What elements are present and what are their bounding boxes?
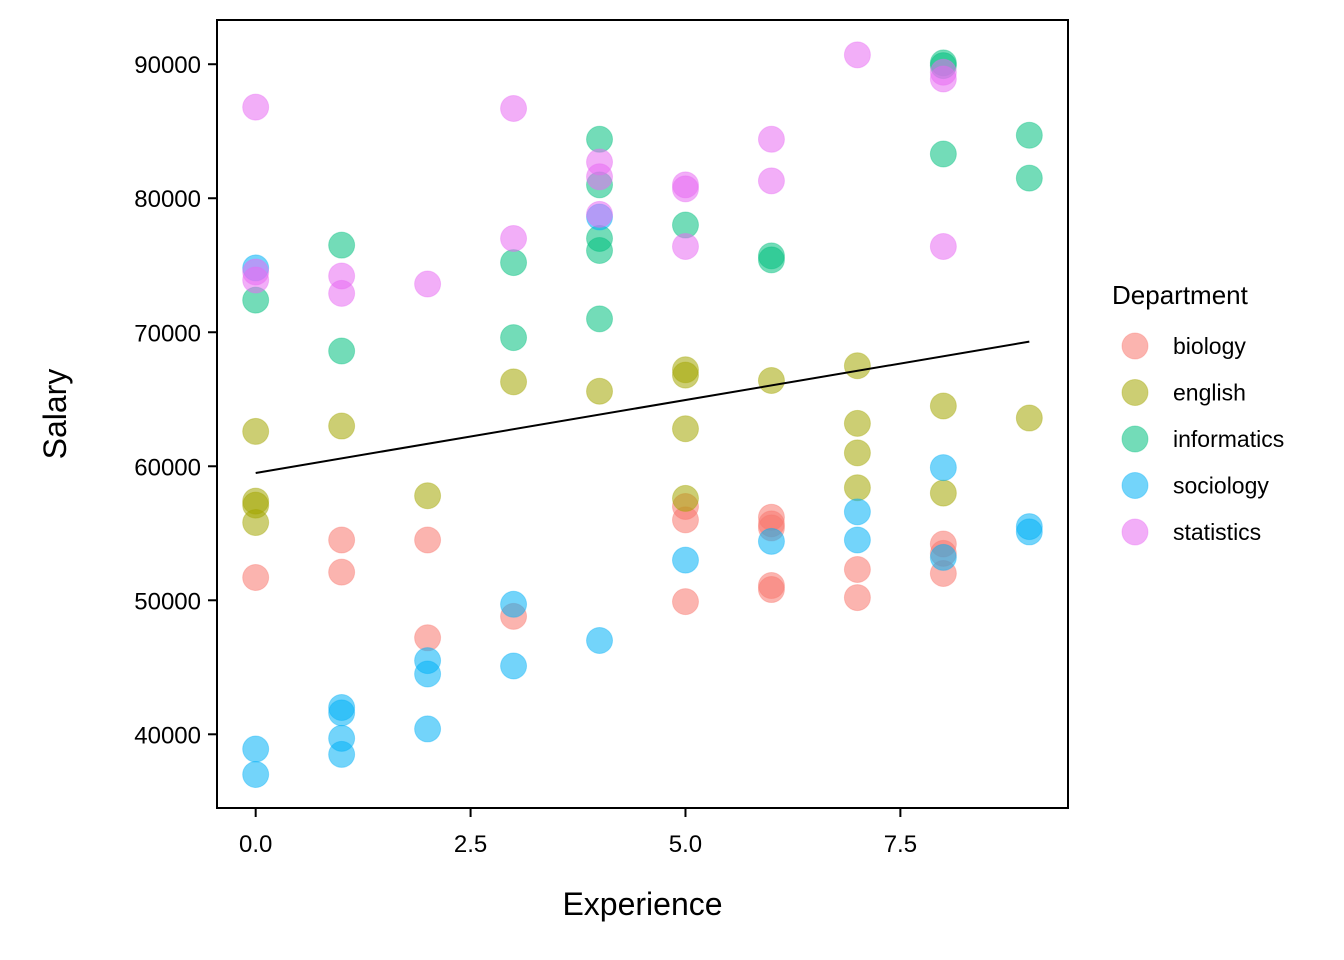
point-english-16 [843, 474, 871, 502]
point-statistics-16 [843, 41, 871, 69]
point-sociology-17 [843, 526, 871, 554]
point-biology-2 [328, 558, 356, 586]
point-english-5 [414, 482, 442, 510]
point-statistics-4 [328, 279, 356, 307]
y-axis: 40000 50000 60000 70000 80000 90000 [134, 52, 217, 749]
point-informatics-17 [1015, 164, 1043, 192]
legend-label-informatics: informatics [1173, 426, 1284, 452]
point-sociology-14 [671, 546, 699, 574]
plot-panel-border [216, 19, 1069, 809]
point-sociology-10 [500, 590, 528, 618]
point-english-17 [929, 392, 957, 420]
y-tick-label: 40000 [134, 722, 201, 749]
trend-line [255, 340, 1030, 474]
point-informatics-15 [929, 140, 957, 168]
legend-title: Department [1112, 280, 1249, 310]
point-english-18 [929, 479, 957, 507]
point-statistics-9 [586, 163, 614, 191]
legend-label-statistics: statistics [1173, 519, 1261, 545]
point-english-4 [328, 412, 356, 440]
legend-label-biology: biology [1173, 333, 1246, 359]
point-english-15 [843, 439, 871, 467]
point-english-10 [671, 415, 699, 443]
point-informatics-1 [328, 231, 356, 259]
point-informatics-12 [757, 246, 785, 274]
point-sociology-21 [1015, 518, 1043, 546]
point-english-14 [843, 409, 871, 437]
trend-line-layer [255, 340, 1030, 474]
y-tick-label: 80000 [134, 186, 201, 213]
y-tick-label: 50000 [134, 588, 201, 615]
point-english-0 [242, 417, 270, 445]
legend-label-sociology: sociology [1173, 473, 1269, 499]
point-english-12 [757, 366, 785, 394]
point-sociology-11 [500, 652, 528, 680]
point-statistics-5 [414, 270, 442, 298]
point-sociology-6 [328, 740, 356, 768]
point-english-6 [500, 368, 528, 396]
point-statistics-14 [757, 125, 785, 153]
point-sociology-13 [586, 626, 614, 654]
point-statistics-19 [929, 232, 957, 260]
y-tick-label: 90000 [134, 52, 201, 79]
point-biology-13 [757, 576, 785, 604]
point-informatics-5 [586, 125, 614, 153]
x-tick-label: 0.0 [239, 831, 272, 858]
legend-key-statistics [1121, 518, 1149, 546]
legend-key-informatics [1121, 425, 1149, 453]
legend-key-sociology [1121, 472, 1149, 499]
point-biology-3 [414, 526, 442, 554]
point-statistics-10 [586, 200, 614, 228]
point-sociology-2 [242, 760, 270, 788]
x-tick-label: 7.5 [884, 831, 917, 858]
point-biology-0 [242, 563, 270, 591]
y-tick-label: 60000 [134, 454, 201, 481]
point-statistics-18 [929, 65, 957, 93]
point-biology-4 [414, 624, 442, 652]
point-statistics-0 [242, 93, 270, 121]
point-sociology-8 [414, 660, 442, 688]
point-english-19 [1015, 404, 1043, 432]
point-informatics-8 [586, 237, 614, 265]
point-statistics-13 [671, 232, 699, 260]
x-axis: 0.0 2.5 5.0 7.5 [239, 808, 917, 858]
point-informatics-4 [500, 324, 528, 352]
point-biology-1 [328, 526, 356, 554]
point-english-13 [843, 352, 871, 380]
point-sociology-18 [929, 454, 957, 482]
x-tick-label: 2.5 [454, 831, 487, 858]
point-informatics-16 [1015, 121, 1043, 149]
point-sociology-1 [242, 735, 270, 763]
legend-key-biology [1121, 332, 1149, 360]
data-points [242, 41, 1043, 788]
point-statistics-2 [242, 266, 270, 294]
x-axis-title: Experience [562, 886, 722, 922]
point-statistics-6 [500, 94, 528, 122]
point-sociology-9 [414, 715, 442, 743]
point-sociology-15 [757, 527, 785, 555]
point-sociology-16 [843, 498, 871, 526]
point-statistics-15 [757, 167, 785, 195]
point-english-3 [242, 509, 270, 537]
point-informatics-2 [328, 337, 356, 365]
point-english-11 [671, 484, 699, 512]
y-tick-label: 70000 [134, 320, 201, 347]
legend-label-english: english [1173, 380, 1246, 406]
point-statistics-7 [500, 224, 528, 252]
legend: Department biology english informatics soci… [1112, 280, 1284, 546]
point-biology-15 [843, 584, 871, 612]
point-biology-14 [843, 555, 871, 583]
x-tick-label: 5.0 [669, 831, 702, 858]
point-informatics-9 [586, 305, 614, 333]
point-statistics-12 [671, 175, 699, 203]
y-axis-title: Salary [37, 369, 73, 460]
legend-key-english [1121, 379, 1149, 406]
point-sociology-4 [328, 699, 356, 727]
point-biology-8 [671, 588, 699, 616]
point-english-7 [586, 377, 614, 405]
point-sociology-19 [929, 543, 957, 571]
point-english-9 [671, 361, 699, 389]
point-informatics-3 [500, 249, 528, 277]
